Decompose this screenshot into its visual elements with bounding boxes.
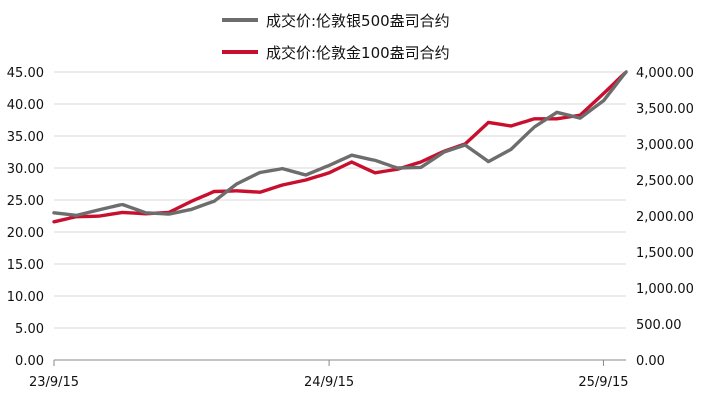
series-line-silver [52, 70, 628, 218]
y-right-tick-label: 1,000.00 [636, 282, 694, 297]
x-tick-label: 23/9/15 [29, 375, 79, 390]
x-tick-label: 25/9/15 [578, 375, 628, 390]
y-right-tick-label: 4,000.00 [636, 66, 694, 81]
y-left-tick-label: 25.00 [7, 194, 44, 209]
y-left-tick-label: 5.00 [15, 322, 44, 337]
y-left-tick-label: 45.00 [7, 66, 44, 81]
y-left-tick-label: 20.00 [7, 226, 44, 241]
y-right-tick-label: 2,000.00 [636, 210, 694, 225]
y-right-tick-label: 2,500.00 [636, 174, 694, 189]
y-left-tick-label: 10.00 [7, 290, 44, 305]
axes: 0.00 5.00 10.00 15.00 20.00 25.00 30.00 35.00 40… [7, 66, 694, 390]
x-tick-label: 24/9/15 [304, 375, 354, 390]
y-right-tick-label: 500.00 [636, 318, 682, 333]
y-left-tick-label: 30.00 [7, 162, 44, 177]
gridlines [54, 71, 626, 361]
y-right-tick-label: 3,000.00 [636, 138, 694, 153]
legend-label-gold: 成交价:伦敦金100盎司合约 [266, 44, 450, 62]
series-line-gold [52, 70, 628, 224]
y-right-tick-label: 1,500.00 [636, 246, 694, 261]
series-layer [52, 70, 628, 224]
y-left-tick-label: 40.00 [7, 98, 44, 113]
y-right-tick-label: 0.00 [636, 354, 665, 369]
y-left-tick-label: 15.00 [7, 258, 44, 273]
legend-label-silver: 成交价:伦敦银500盎司合约 [266, 12, 450, 30]
y-left-tick-label: 35.00 [7, 130, 44, 145]
y-left-tick-label: 0.00 [15, 354, 44, 369]
legend: 成交价:伦敦银500盎司合约 成交价:伦敦金100盎司合约 [222, 12, 450, 62]
y-right-tick-label: 3,500.00 [636, 102, 694, 117]
